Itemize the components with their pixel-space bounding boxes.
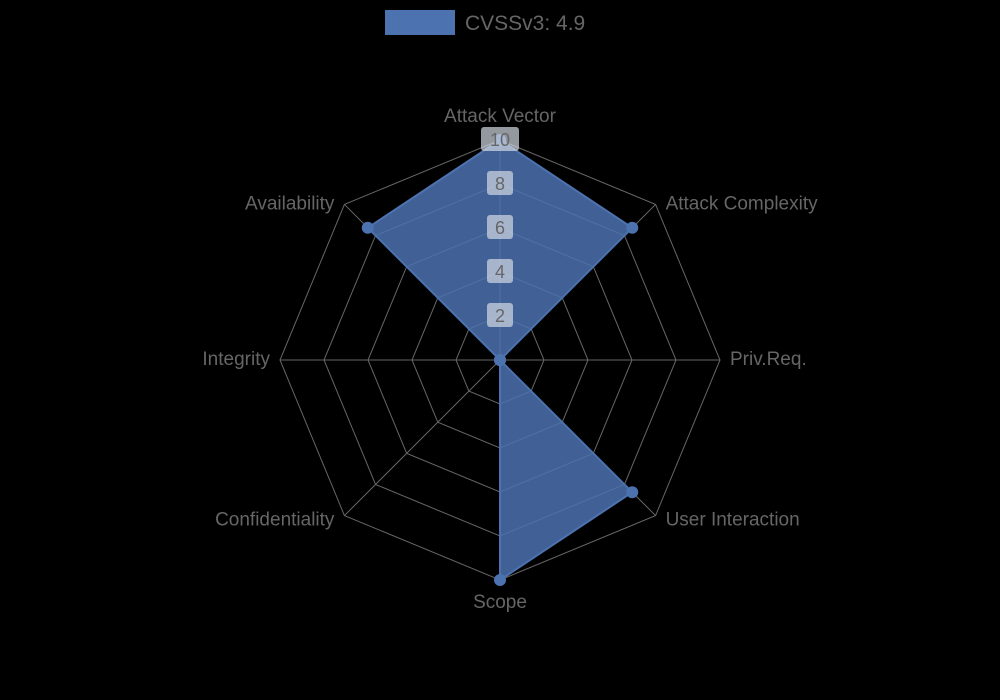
legend-swatch — [385, 10, 455, 35]
axis-label: Attack Vector — [444, 106, 557, 127]
axis-label: Priv.Req. — [730, 349, 807, 370]
axis-label: User Interaction — [666, 510, 800, 531]
tick-label: 6 — [495, 218, 505, 238]
grid-spoke — [344, 360, 500, 516]
axis-label: Confidentiality — [215, 510, 335, 531]
data-point — [627, 223, 637, 233]
axis-label: Availability — [245, 193, 335, 214]
radar-chart-container: Attack Vector Attack Complexity Priv.Req. U… — [0, 0, 1000, 700]
radar-chart: Attack Vector Attack Complexity Priv.Req. U… — [0, 0, 1000, 700]
data-point — [627, 487, 637, 497]
data-point — [363, 223, 373, 233]
tick-label: 4 — [495, 262, 505, 282]
axis-label: Scope — [473, 592, 527, 613]
axis-label: Integrity — [202, 349, 270, 370]
data-point — [495, 575, 505, 585]
tick-label: 2 — [495, 306, 505, 326]
tick-label: 8 — [495, 174, 505, 194]
data-point — [495, 355, 505, 365]
tick-label: 10 — [490, 130, 510, 150]
axis-label: Attack Complexity — [666, 193, 819, 214]
legend-label: CVSSv3: 4.9 — [465, 12, 585, 35]
